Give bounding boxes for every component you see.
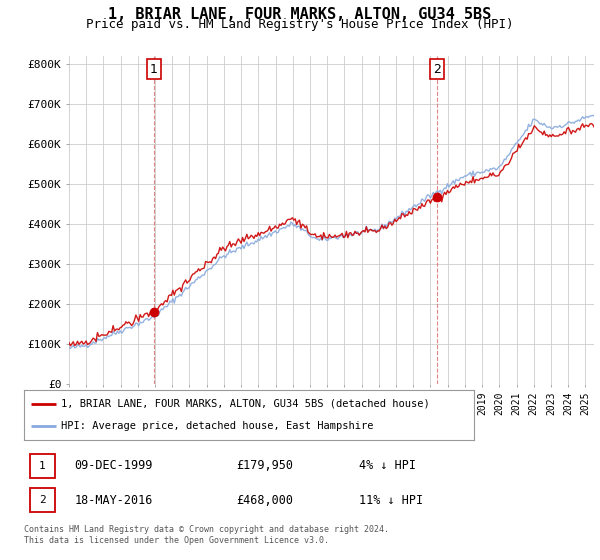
Bar [29,488,55,512]
Bar [29,454,55,478]
Text: 09-DEC-1999: 09-DEC-1999 [74,459,152,472]
Text: Price paid vs. HM Land Registry's House Price Index (HPI): Price paid vs. HM Land Registry's House … [86,18,514,31]
Text: 1, BRIAR LANE, FOUR MARKS, ALTON, GU34 5BS: 1, BRIAR LANE, FOUR MARKS, ALTON, GU34 5… [109,7,491,22]
Text: 11% ↓ HPI: 11% ↓ HPI [359,494,423,507]
Text: Contains HM Land Registry data © Crown copyright and database right 2024.
This d: Contains HM Land Registry data © Crown c… [24,525,389,545]
Text: 2: 2 [433,63,441,76]
Text: 1, BRIAR LANE, FOUR MARKS, ALTON, GU34 5BS (detached house): 1, BRIAR LANE, FOUR MARKS, ALTON, GU34 5… [61,399,430,409]
Text: £179,950: £179,950 [236,459,293,472]
Text: 1: 1 [39,461,46,470]
Text: 4% ↓ HPI: 4% ↓ HPI [359,459,416,472]
Text: 18-MAY-2016: 18-MAY-2016 [74,494,152,507]
Text: £468,000: £468,000 [236,494,293,507]
Text: 1: 1 [150,63,158,76]
Text: HPI: Average price, detached house, East Hampshire: HPI: Average price, detached house, East… [61,421,373,431]
Text: 2: 2 [39,496,46,505]
